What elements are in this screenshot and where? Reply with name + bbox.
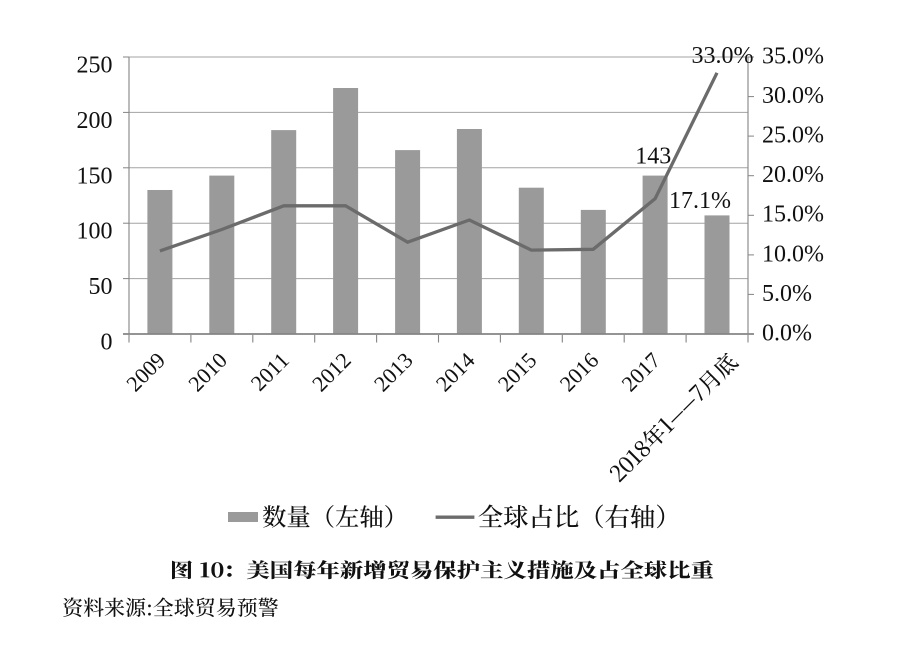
svg-text:15.0%: 15.0% bbox=[762, 202, 824, 228]
svg-text:17.1%: 17.1% bbox=[669, 188, 731, 214]
svg-text:35.0%: 35.0% bbox=[762, 43, 824, 69]
svg-text:5.0%: 5.0% bbox=[762, 281, 812, 307]
svg-text:100: 100 bbox=[77, 219, 113, 245]
svg-text:25.0%: 25.0% bbox=[762, 123, 824, 149]
svg-text:10.0%: 10.0% bbox=[762, 241, 824, 267]
svg-text:143: 143 bbox=[635, 143, 671, 169]
svg-text:33.0%: 33.0% bbox=[692, 43, 754, 69]
svg-text:0.0%: 0.0% bbox=[762, 320, 812, 346]
svg-text:200: 200 bbox=[77, 108, 113, 134]
svg-text:0: 0 bbox=[101, 329, 113, 355]
svg-text:20.0%: 20.0% bbox=[762, 162, 824, 188]
svg-text:50: 50 bbox=[89, 274, 113, 300]
svg-text:30.0%: 30.0% bbox=[762, 83, 824, 109]
svg-text:250: 250 bbox=[77, 52, 113, 78]
svg-text:150: 150 bbox=[77, 163, 113, 189]
